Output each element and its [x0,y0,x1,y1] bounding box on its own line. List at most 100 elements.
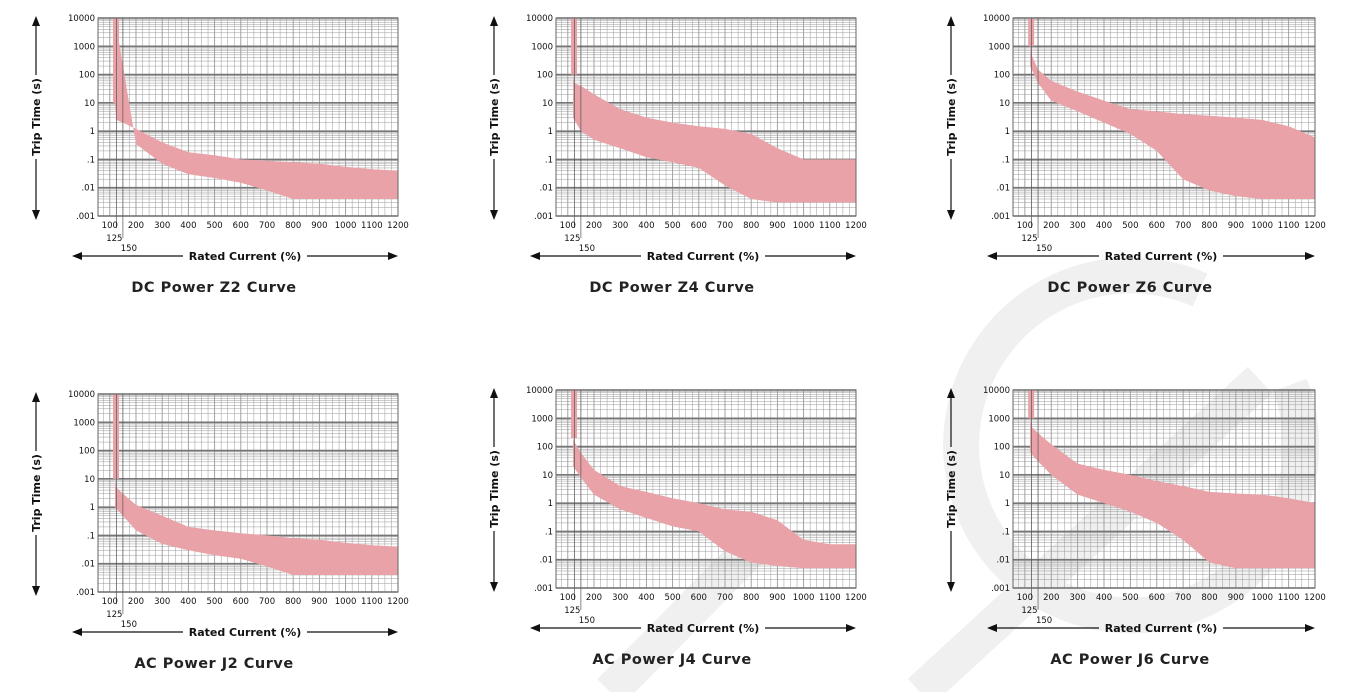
x-axis-arrow-left [987,624,997,632]
chart-3: 10000 1000 100 10 1 .1 .01 .001 100 200 300 400 500 6… [945,14,1326,296]
plot-frame [555,389,857,589]
x-tick-label: 400 [180,221,196,231]
y-axis-arrow-down [32,210,40,220]
x-tick-label: 600 [233,221,249,231]
x-tick-label: 300 [1070,593,1086,603]
chart-title: AC Power J4 Curve [592,652,751,668]
x-tick-label: 1200 [1304,593,1326,603]
x-tick-label: 400 [638,221,654,231]
x-axis-arrow-left [987,252,997,260]
x-tick-label: 1000 [1251,593,1273,603]
x-tick-label: 700 [1175,593,1191,603]
trip-band-series-1 [1030,18,1315,199]
trip-band-series-1 [573,18,856,203]
x-tick-label: 300 [612,221,628,231]
x-tick-label: 1100 [1278,221,1300,231]
y-axis-arrow-up [32,392,40,402]
x-tick-label: 1200 [387,221,409,231]
x-tick-label-150: 150 [121,244,137,254]
x-tick-label: 300 [1070,221,1086,231]
y-tick-label: 100 [994,443,1010,453]
x-axis-arrow-right [846,252,856,260]
x-tick-label: 100 [102,597,118,607]
x-tick-label: 800 [285,221,301,231]
x-tick-label-150: 150 [1036,244,1052,254]
y-tick-label: 1 [1005,499,1010,509]
y-tick-label: 10000 [983,386,1010,396]
chart-2: 10000 1000 100 10 1 .1 .01 .001 100 200 300 400 500 6… [488,14,867,296]
y-tick-label: .01 [539,184,553,194]
x-tick-label: 500 [206,597,222,607]
x-tick-label-125: 125 [564,234,580,244]
x-tick-label: 900 [311,597,327,607]
x-tick-label-150: 150 [579,244,595,254]
y-tick-label: .01 [996,184,1010,194]
x-tick-label: 100 [102,221,118,231]
x-tick-label: 700 [1175,221,1191,231]
x-tick-label: 1000 [793,593,815,603]
x-tick-label-125: 125 [564,606,580,616]
y-tick-label: 10000 [68,14,95,24]
y-tick-label: 10000 [68,390,95,400]
x-tick-label: 600 [691,593,707,603]
y-axis-label: Trip Time (s) [488,450,501,528]
x-tick-label: 500 [664,221,680,231]
x-tick-label: 700 [717,593,733,603]
y-tick-label: .01 [81,184,95,194]
x-axis-label: Rated Current (%) [189,626,302,639]
y-tick-label: .01 [539,556,553,566]
x-tick-label: 200 [586,593,602,603]
y-tick-label: .1 [545,155,553,165]
y-axis-label: Trip Time (s) [30,78,43,156]
chart-title: AC Power J6 Curve [1050,652,1209,668]
x-tick-label: 900 [769,593,785,603]
x-tick-label: 600 [1149,221,1165,231]
x-tick-label-125: 125 [106,610,122,620]
x-tick-label: 900 [769,221,785,231]
x-tick-label: 800 [743,593,759,603]
x-tick-label: 500 [1122,593,1138,603]
x-tick-label: 1100 [361,221,383,231]
y-axis-label: Trip Time (s) [30,454,43,532]
x-tick-label: 500 [1122,221,1138,231]
plot-frame [97,393,399,593]
y-tick-label: .1 [1002,155,1010,165]
y-tick-label: 10 [542,471,553,481]
chart-title: AC Power J2 Curve [134,656,293,672]
y-tick-label: .001 [991,584,1010,594]
y-tick-label: 1 [90,503,95,513]
y-tick-label: 1 [548,499,553,509]
x-tick-label: 1100 [1278,593,1300,603]
y-axis-arrow-up [490,16,498,26]
y-axis-arrow-up [490,388,498,398]
x-tick-label: 800 [743,221,759,231]
x-tick-label: 200 [128,221,144,231]
x-tick-label: 600 [1149,593,1165,603]
x-tick-label: 100 [560,221,576,231]
x-axis-arrow-right [388,628,398,636]
x-tick-label: 900 [1228,593,1244,603]
y-tick-label: .001 [534,584,553,594]
x-axis-arrow-right [388,252,398,260]
x-tick-label: 1100 [819,593,841,603]
x-tick-label: 100 [1017,221,1033,231]
y-tick-label: .001 [76,588,95,598]
x-axis-arrow-left [530,624,540,632]
x-axis-arrow-left [530,252,540,260]
y-tick-label: .001 [534,212,553,222]
y-axis-arrow-down [32,586,40,596]
x-tick-label: 700 [259,221,275,231]
x-tick-label: 200 [1043,593,1059,603]
chart-title: DC Power Z6 Curve [1047,280,1212,296]
x-tick-label: 700 [717,221,733,231]
x-tick-label-125: 125 [106,234,122,244]
x-axis-label: Rated Current (%) [189,250,302,263]
x-tick-label: 200 [1043,221,1059,231]
x-tick-label: 1000 [335,221,357,231]
y-axis-arrow-down [490,210,498,220]
x-tick-label: 600 [691,221,707,231]
y-tick-label: 10 [84,99,95,109]
y-tick-label: .001 [991,212,1010,222]
chart-5: 10000 1000 100 10 1 .1 .01 .001 100 200 300 400 500 6… [488,386,867,668]
x-tick-label: 800 [1201,221,1217,231]
